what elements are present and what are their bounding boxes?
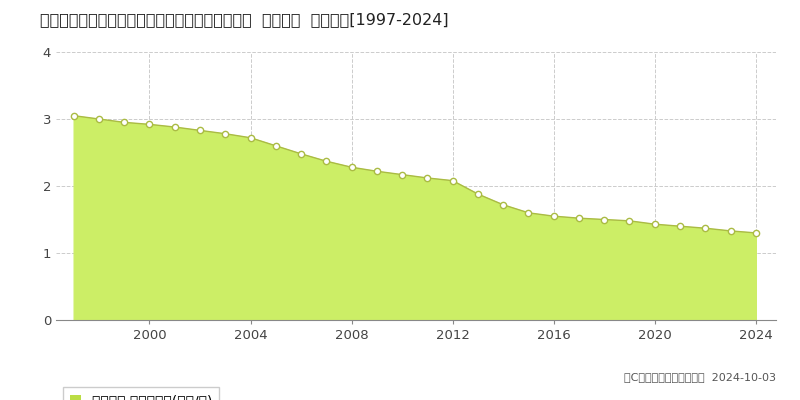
Text: 青森県南津軽郡大鰐町大字長峰字山辺１２７番１  基準地価  地価推移[1997-2024]: 青森県南津軽郡大鰐町大字長峰字山辺１２７番１ 基準地価 地価推移[1997-20… [40,12,449,27]
Legend: 基準地価 平均坪単価(万円/坪): 基準地価 平均坪単価(万円/坪) [63,387,219,400]
Text: （C）土地価格ドットコム  2024-10-03: （C）土地価格ドットコム 2024-10-03 [624,372,776,382]
